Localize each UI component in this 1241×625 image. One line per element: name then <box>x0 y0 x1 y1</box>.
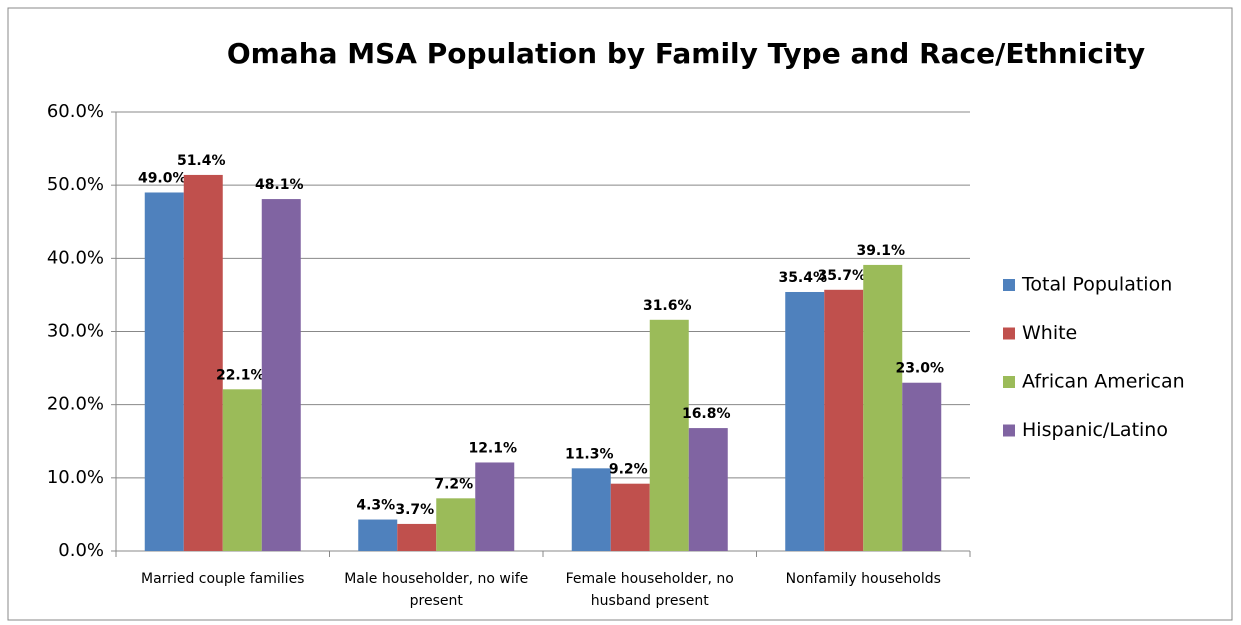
data-label: 39.1% <box>856 243 905 259</box>
y-tick-label: 20.0% <box>47 394 104 415</box>
y-tick-label: 30.0% <box>47 321 104 342</box>
bar <box>863 264 903 551</box>
bar <box>261 199 301 551</box>
legend-label: White <box>1022 322 1077 344</box>
y-tick-label: 50.0% <box>47 174 104 195</box>
bar <box>475 462 515 551</box>
data-label: 4.3% <box>356 498 395 514</box>
bar <box>358 519 398 551</box>
data-label: 3.7% <box>395 502 434 518</box>
bar <box>144 192 184 551</box>
y-tick-label: 0.0% <box>58 540 104 561</box>
x-tick-label: Nonfamily households <box>785 571 941 587</box>
legend-label: African American <box>1022 371 1185 393</box>
bar <box>785 291 825 551</box>
y-tick-label: 60.0% <box>47 101 104 122</box>
bar <box>649 319 689 551</box>
data-label: 16.8% <box>682 406 731 422</box>
bar <box>824 289 864 551</box>
bar <box>571 468 611 551</box>
data-label: 35.4% <box>778 270 827 286</box>
legend-swatch <box>1003 279 1015 291</box>
legend-label: Hispanic/Latino <box>1022 419 1168 441</box>
data-label: 7.2% <box>434 476 473 492</box>
bar <box>183 174 223 551</box>
data-label: 22.1% <box>216 367 265 383</box>
data-label: 11.3% <box>565 446 614 462</box>
bar <box>397 523 437 551</box>
data-label: 31.6% <box>643 298 692 314</box>
data-label: 48.1% <box>255 177 304 193</box>
data-label: 23.0% <box>895 361 944 377</box>
x-tick-label: Married couple families <box>141 571 305 587</box>
legend-label: Total Population <box>1021 274 1172 296</box>
bar <box>902 382 942 551</box>
bar <box>610 483 650 551</box>
bar <box>688 428 728 551</box>
data-label: 49.0% <box>138 170 187 186</box>
data-label: 12.1% <box>468 440 517 456</box>
legend-swatch <box>1003 376 1015 388</box>
y-tick-label: 10.0% <box>47 467 104 488</box>
x-tick-label: Male householder, no wife present <box>344 571 529 609</box>
bar <box>222 389 262 551</box>
bar <box>436 498 476 551</box>
data-label: 35.7% <box>817 268 866 284</box>
legend-swatch <box>1003 424 1015 437</box>
chart-title: Omaha MSA Population by Family Type and … <box>227 37 1145 70</box>
data-label: 51.4% <box>177 153 226 169</box>
legend-swatch <box>1003 327 1015 340</box>
x-tick-label: Female householder, no husband present <box>565 571 734 609</box>
y-tick-label: 40.0% <box>47 247 104 268</box>
data-label: 9.2% <box>609 462 648 478</box>
